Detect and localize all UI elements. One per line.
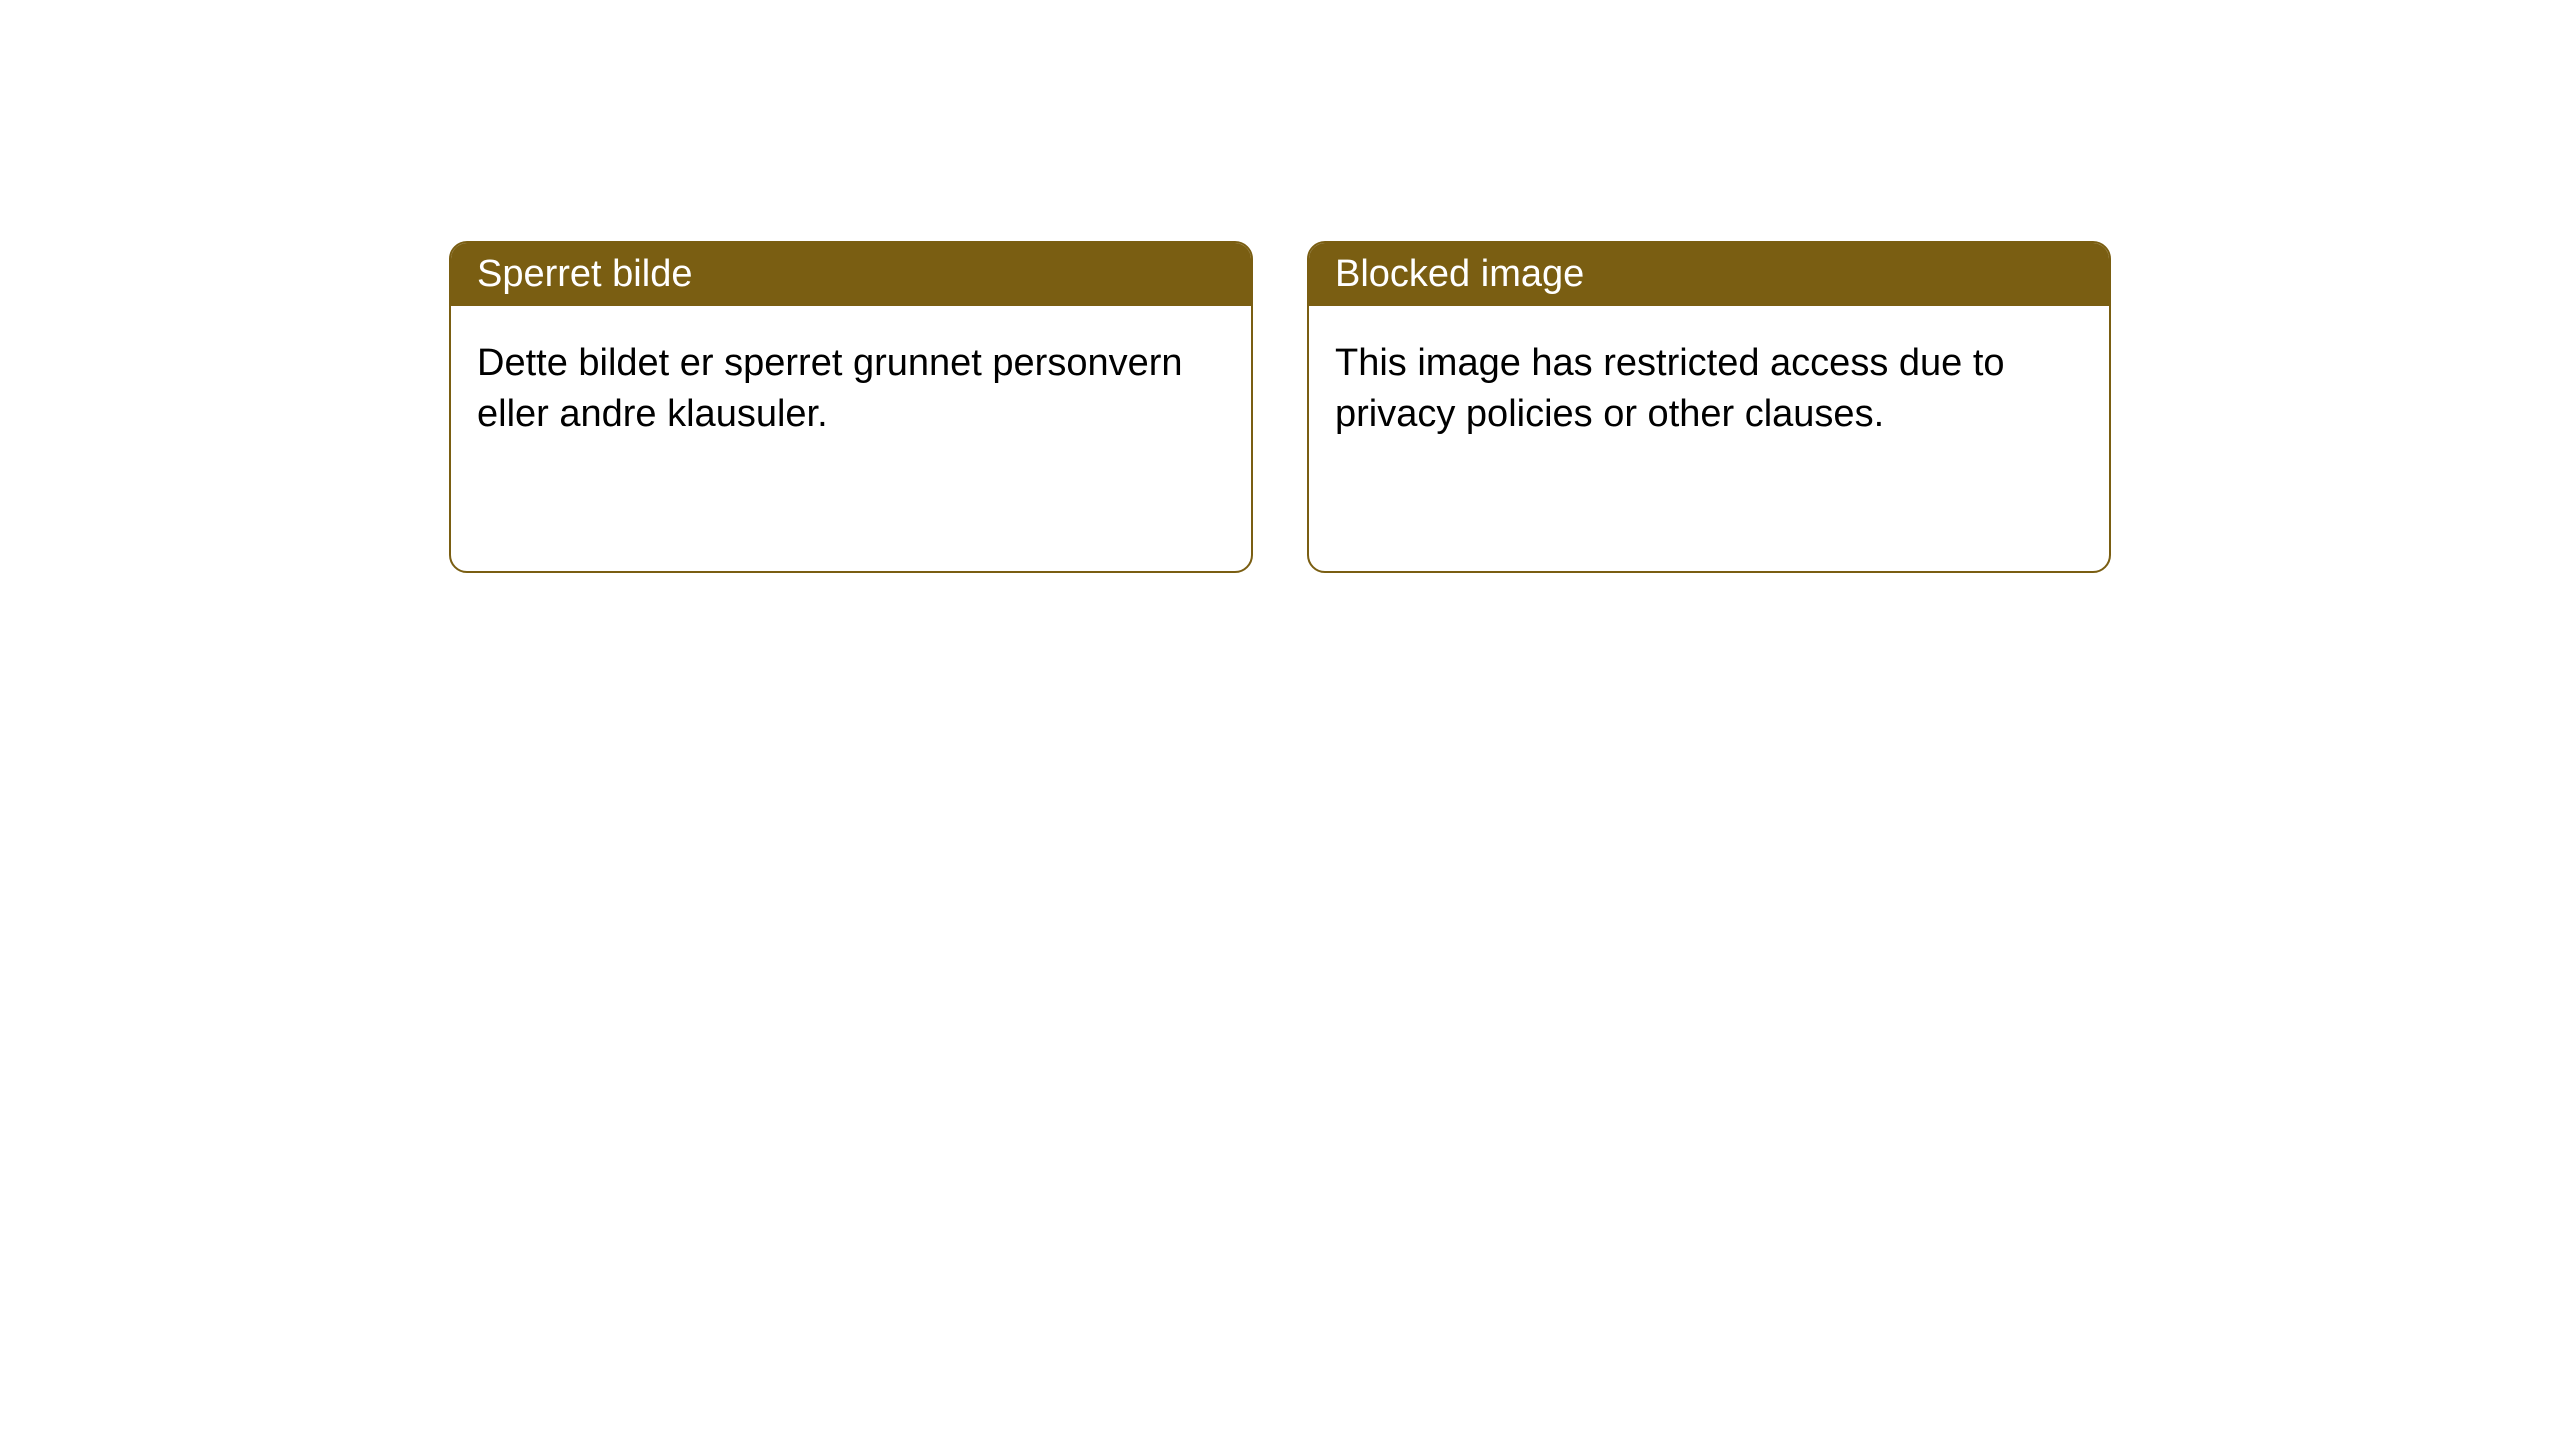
notice-card-norwegian: Sperret bilde Dette bildet er sperret gr… — [449, 241, 1253, 573]
notice-title-norwegian: Sperret bilde — [451, 243, 1251, 306]
notice-body-english: This image has restricted access due to … — [1309, 306, 2109, 473]
notice-title-english: Blocked image — [1309, 243, 2109, 306]
notice-body-norwegian: Dette bildet er sperret grunnet personve… — [451, 306, 1251, 473]
notice-card-english: Blocked image This image has restricted … — [1307, 241, 2111, 573]
notice-container: Sperret bilde Dette bildet er sperret gr… — [0, 0, 2560, 573]
